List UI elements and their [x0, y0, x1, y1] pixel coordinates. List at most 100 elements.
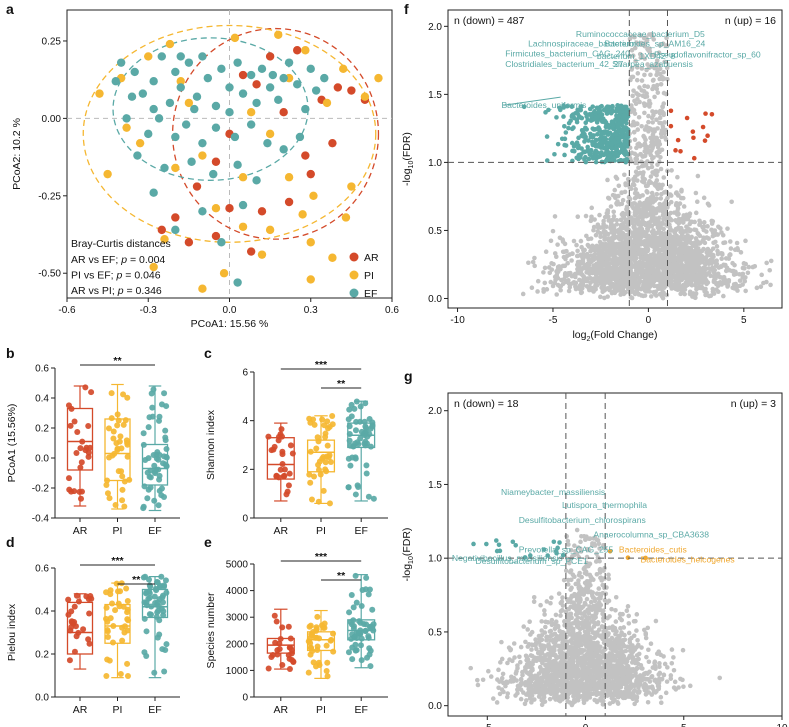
background-point	[542, 265, 548, 271]
background-point	[548, 628, 554, 634]
down-regulated-point	[592, 108, 597, 114]
background-point	[646, 113, 651, 119]
label-leader-line	[503, 96, 561, 106]
y-axis-label: -log10(FDR)	[401, 132, 415, 186]
background-point	[589, 248, 595, 253]
background-point	[691, 250, 696, 255]
background-point	[723, 268, 729, 274]
data-point-ar	[285, 623, 292, 630]
point-ef	[230, 132, 240, 142]
background-point	[529, 647, 534, 652]
point-ar	[257, 207, 267, 216]
down-regulated-point	[623, 128, 629, 133]
down-regulated-point	[555, 141, 561, 147]
point-ef	[138, 89, 148, 98]
data-point-ef	[367, 663, 374, 670]
point-pi	[246, 107, 256, 117]
background-point	[588, 275, 593, 281]
data-point-pi	[323, 642, 330, 649]
background-point	[705, 224, 710, 229]
data-point-ar	[274, 651, 281, 658]
data-point-pi	[123, 437, 130, 444]
background-point	[735, 246, 740, 251]
background-point	[735, 288, 740, 293]
background-point	[639, 179, 645, 184]
background-point	[654, 58, 660, 63]
data-point-pi	[307, 640, 314, 647]
point-pi	[347, 182, 356, 191]
data-point-pi	[119, 486, 126, 493]
data-point-pi	[311, 473, 318, 480]
background-point	[642, 143, 647, 148]
up-regulated-point	[709, 111, 715, 117]
x-tick-label: AR	[274, 704, 289, 716]
background-point	[578, 290, 584, 296]
data-point-pi	[313, 445, 320, 452]
background-point	[609, 271, 615, 276]
background-point	[660, 273, 665, 279]
data-point-ar	[65, 596, 72, 603]
background-point	[657, 120, 662, 126]
background-point	[475, 677, 480, 683]
data-point-ef	[346, 609, 353, 616]
background-point	[710, 289, 716, 294]
data-point-ef	[345, 455, 352, 462]
x-tick-label: -5	[549, 315, 558, 326]
background-point	[645, 284, 650, 289]
data-point-pi	[124, 609, 131, 616]
y-tick-label: 2000	[226, 639, 249, 650]
background-point	[700, 270, 705, 276]
data-point-ef	[140, 441, 147, 448]
background-point	[570, 251, 575, 257]
background-point	[525, 627, 530, 632]
background-point	[657, 115, 663, 121]
background-point	[644, 654, 649, 660]
data-point-ef	[366, 416, 373, 423]
background-point	[674, 262, 680, 267]
x-tick-label: 0.3	[304, 305, 318, 316]
y-axis-label-sub: 10	[408, 161, 415, 169]
data-point-ef	[159, 646, 166, 653]
data-point-pi	[121, 629, 128, 636]
x-axis-label-main: log	[572, 329, 586, 341]
down-regulated-point	[584, 127, 589, 132]
down-regulated-point	[597, 113, 603, 119]
background-point	[586, 257, 592, 263]
background-point	[745, 270, 751, 276]
x-tick-label: PI	[316, 704, 326, 716]
species-label: Pseudoflavonifractor_sp_60	[654, 50, 761, 60]
data-point-ef	[353, 599, 360, 606]
down-regulated-point	[605, 132, 611, 137]
annotation-line: PI vs EF; p = 0.046	[71, 270, 161, 282]
background-point	[730, 260, 735, 266]
background-point	[660, 124, 666, 130]
background-point	[539, 637, 545, 643]
down-regulated-point	[586, 138, 591, 143]
down-regulated-point	[575, 111, 580, 116]
background-point	[499, 639, 504, 645]
panel-letter-g: g	[404, 368, 413, 384]
background-point	[592, 217, 597, 222]
background-point	[638, 33, 643, 38]
data-point-pi	[104, 477, 111, 484]
data-point-ef	[346, 406, 353, 413]
background-point	[701, 246, 706, 252]
x-tick-label: EF	[148, 525, 161, 537]
background-point	[728, 246, 734, 251]
down-regulated-point	[613, 146, 619, 152]
background-point	[738, 250, 744, 255]
background-point	[768, 282, 773, 288]
y-axis-label: Pielou index	[6, 603, 18, 661]
background-point	[588, 217, 594, 222]
background-point	[639, 40, 645, 46]
background-point	[639, 53, 645, 58]
background-point	[523, 639, 528, 645]
data-point-ef	[353, 647, 360, 654]
point-ar	[347, 86, 356, 95]
legend-marker-ef	[349, 288, 359, 298]
data-point-ef	[145, 424, 152, 431]
background-point	[702, 256, 708, 262]
down-regulated-point	[544, 158, 550, 163]
